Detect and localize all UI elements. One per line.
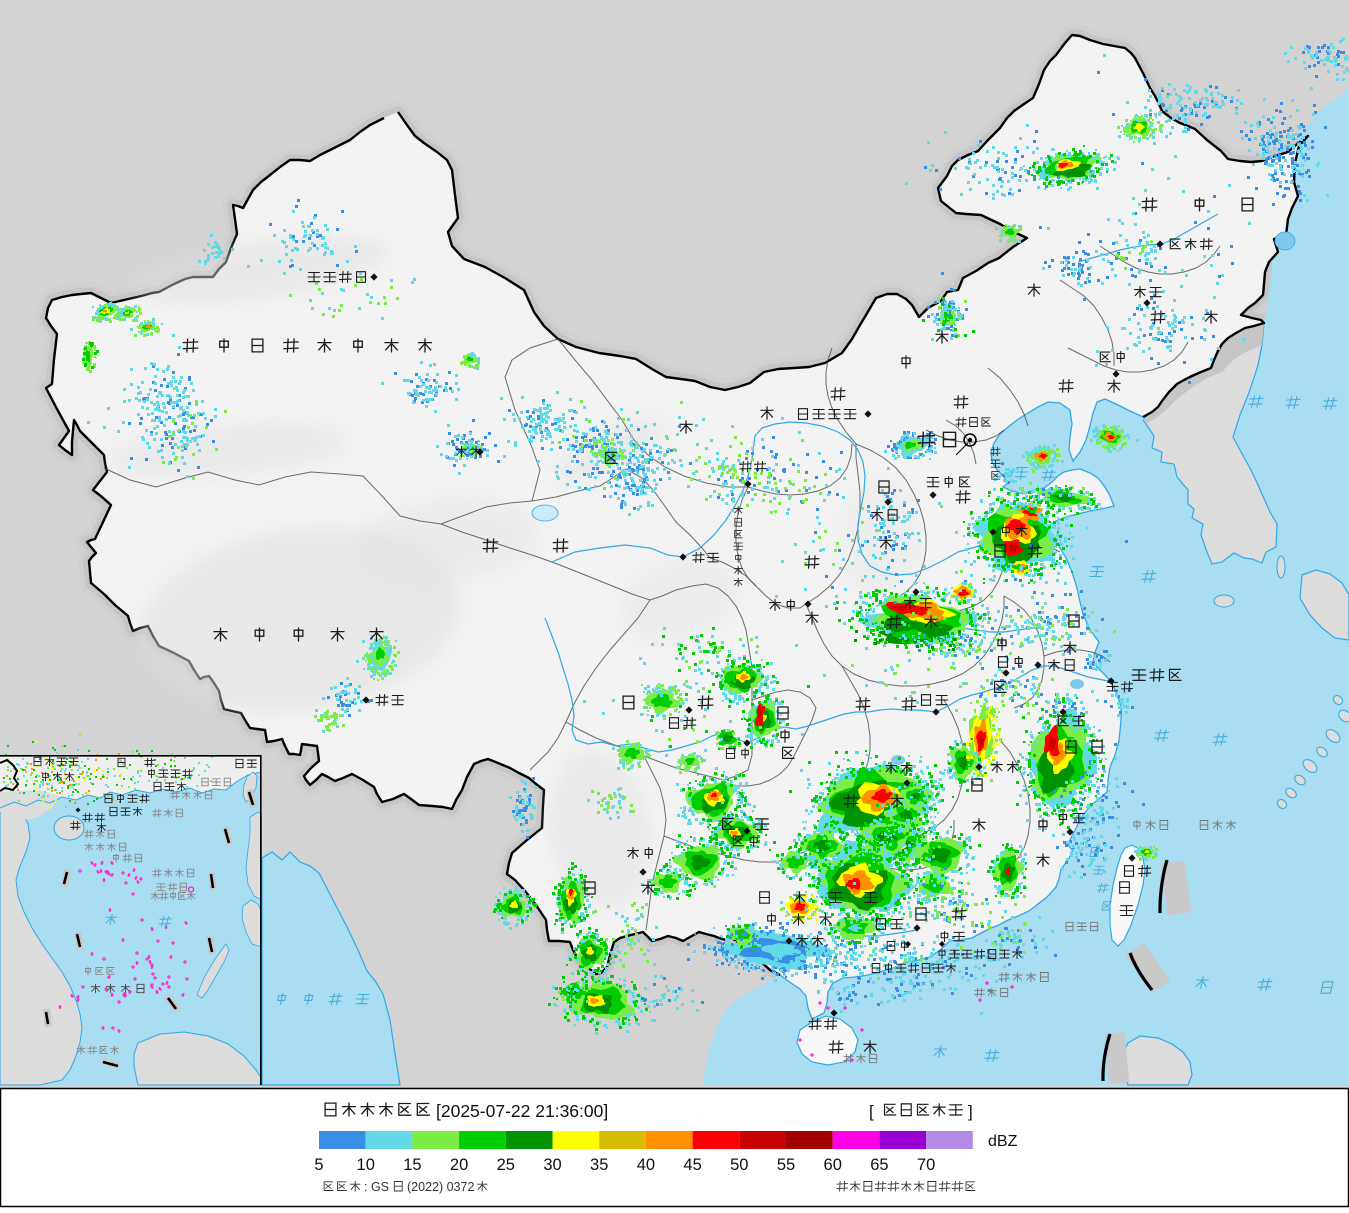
svg-text:[2025-07-22 21:36:00]: [2025-07-22 21:36:00]: [436, 1101, 608, 1121]
svg-text:50: 50: [730, 1156, 748, 1174]
svg-text:10: 10: [357, 1156, 375, 1174]
svg-text:70: 70: [917, 1156, 935, 1174]
svg-text:40: 40: [637, 1156, 655, 1174]
svg-text:25: 25: [497, 1156, 515, 1174]
svg-text:15: 15: [403, 1156, 421, 1174]
svg-text:dBZ: dBZ: [988, 1133, 1018, 1150]
svg-text:(2022) 0372: (2022) 0372: [407, 1180, 474, 1194]
svg-text:[: [: [869, 1102, 874, 1121]
svg-text:30: 30: [543, 1156, 561, 1174]
svg-text:: GS: : GS: [364, 1180, 389, 1194]
svg-text:5: 5: [314, 1156, 323, 1174]
svg-text:60: 60: [824, 1156, 842, 1174]
svg-text:35: 35: [590, 1156, 608, 1174]
svg-text:55: 55: [777, 1156, 795, 1174]
svg-text:]: ]: [968, 1102, 973, 1121]
svg-text:45: 45: [683, 1156, 701, 1174]
svg-text:65: 65: [870, 1156, 888, 1174]
svg-text:20: 20: [450, 1156, 468, 1174]
